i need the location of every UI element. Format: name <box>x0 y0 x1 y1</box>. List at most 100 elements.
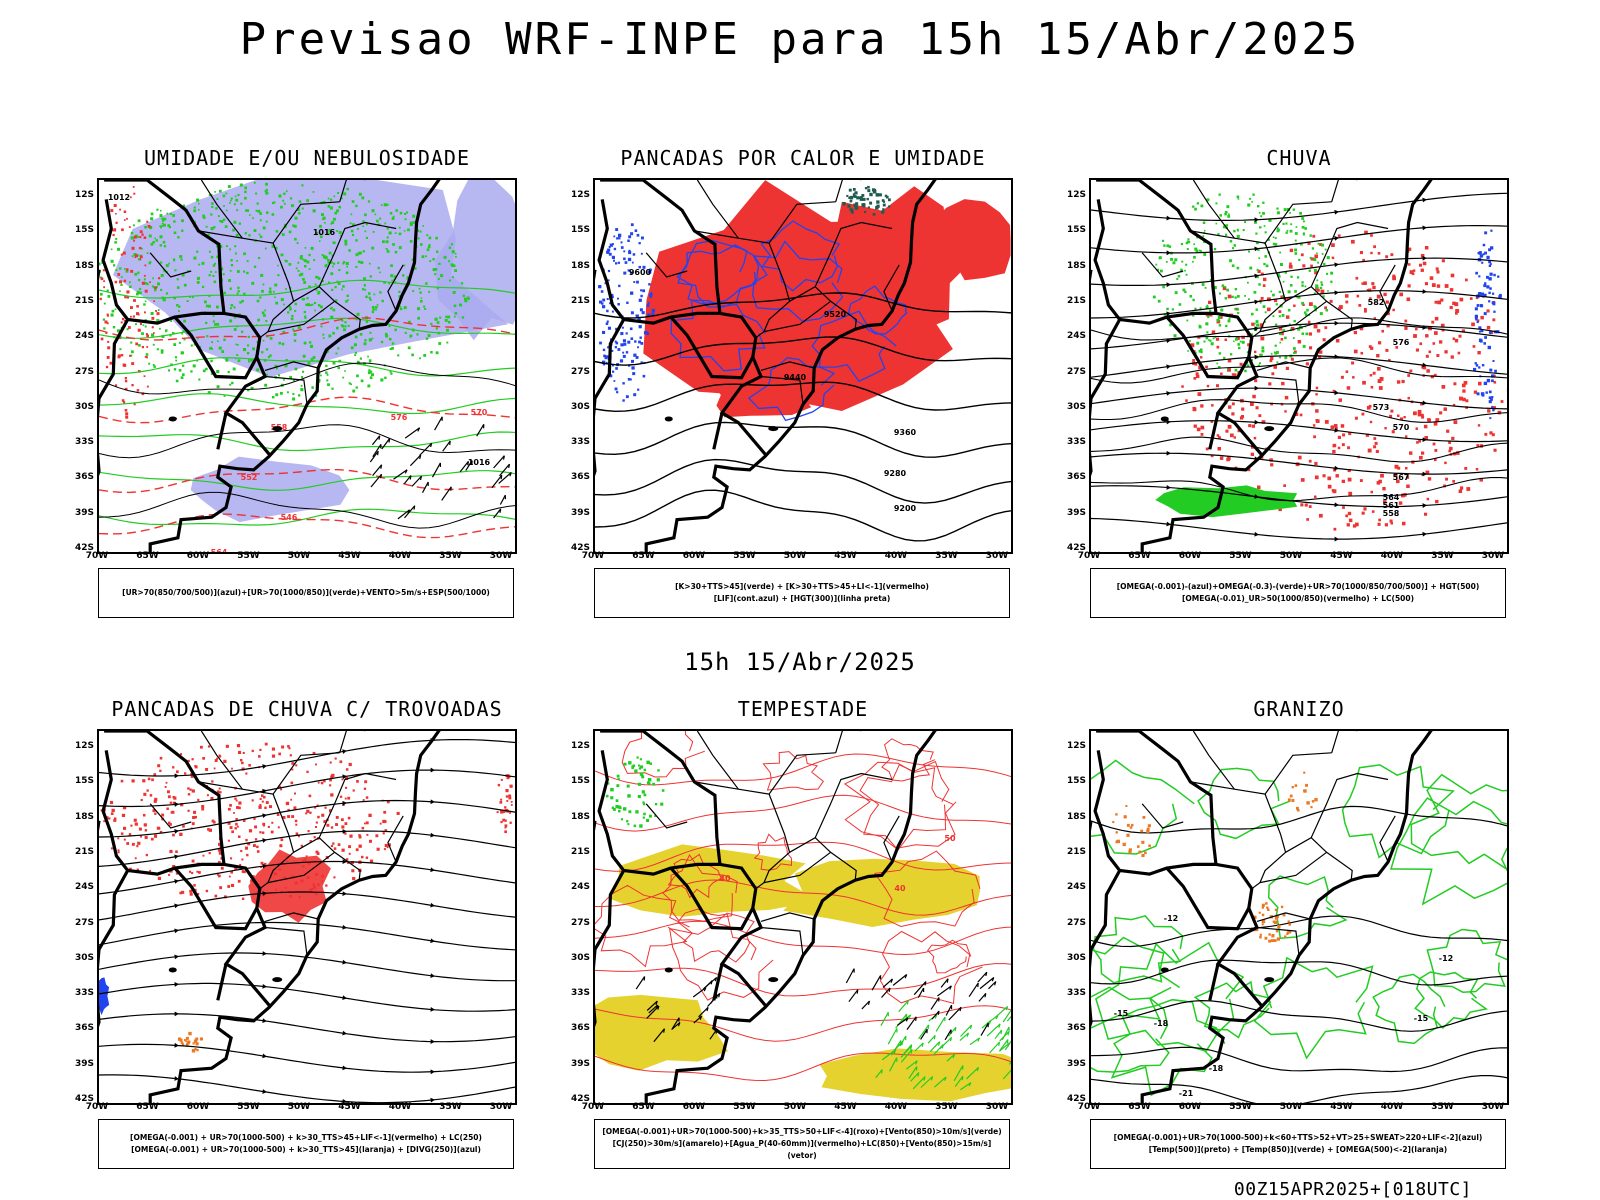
streamline <box>99 891 515 921</box>
streamline <box>1091 387 1507 410</box>
flow-arrow <box>430 902 435 908</box>
flow-arrow <box>1334 209 1339 215</box>
longitude-tick-label: 30W <box>1481 551 1505 561</box>
streamline <box>99 1074 515 1103</box>
country-border <box>1091 318 1122 477</box>
state-border <box>264 926 308 956</box>
latitude-tick-label: 18S <box>1066 811 1086 822</box>
country-border <box>712 963 724 1001</box>
state-border <box>645 803 688 829</box>
flow-arrow <box>1254 273 1259 279</box>
flow-arrow <box>1422 197 1427 203</box>
latitude-tick-label: 24S <box>1066 882 1086 893</box>
flow-arrow <box>1334 262 1339 268</box>
latitude-tick-label: 21S <box>570 846 590 857</box>
contour-label: 564 <box>1383 493 1400 502</box>
pressure-isobar <box>99 362 515 395</box>
page-subtitle: 15h 15/Abr/2025 <box>684 648 916 676</box>
longitude-tick-label: 35W <box>935 1102 958 1112</box>
longitude-tick-label: 60W <box>186 551 210 561</box>
mar-chiquita <box>664 416 673 422</box>
longitude-tick-label: 30W <box>985 551 1009 561</box>
temp500-contour <box>1091 959 1507 986</box>
latitude-tick-label: 12S <box>570 741 590 751</box>
latitude-tick-label: 39S <box>570 507 590 518</box>
contour-label: 576 <box>1393 338 1410 347</box>
jet-core-north <box>607 844 820 917</box>
rain-area-speckle <box>1181 230 1507 531</box>
latitude-tick-label: 24S <box>570 331 590 342</box>
state-border <box>387 264 404 312</box>
map-canvas <box>99 731 515 1103</box>
country-border <box>101 750 224 876</box>
state-border <box>789 772 893 853</box>
longitude-tick-label: 40W <box>884 551 908 561</box>
streamline-850 <box>595 753 1011 786</box>
flow-arrow <box>342 959 347 965</box>
panel-title: PANCADAS DE CHUVA C/ TROVOADAS <box>111 697 503 721</box>
flow-arrow <box>342 800 347 806</box>
state-border <box>267 851 335 884</box>
longitude-tick-label: 30W <box>985 1102 1009 1112</box>
flow-arrow <box>262 838 267 843</box>
flow-arrow <box>1334 536 1339 542</box>
forecast-map <box>97 729 517 1105</box>
streamline-850 <box>595 879 1011 916</box>
precipitable-water-contour <box>881 738 936 782</box>
state-border <box>318 837 361 881</box>
state-border <box>1379 815 1396 863</box>
precipitable-water-contour <box>874 850 981 928</box>
state-border <box>1251 242 1287 339</box>
latitude-tick-label: 39S <box>1066 1058 1086 1069</box>
flow-arrow <box>430 832 435 838</box>
state-border <box>1192 180 1235 239</box>
contour-label: 40 <box>894 884 906 893</box>
lifted-index-speckle-west <box>598 223 655 402</box>
legend-line: [CJ(250)>30m/s](amarelo)+[Agua_P(40-60mm… <box>612 1139 992 1160</box>
humidity-area-east <box>435 180 515 341</box>
longitude-tick-label: 35W <box>439 1102 462 1112</box>
streamline <box>1091 420 1507 443</box>
flow-arrow <box>174 1076 179 1081</box>
panel-legend: [OMEGA(-0.001)+UR>70(1000-500)+k>35_TTS>… <box>594 1119 1010 1169</box>
contour-label: 9600 <box>629 268 652 277</box>
mar-chiquita <box>168 416 177 422</box>
contour-label: 9360 <box>894 428 917 437</box>
lagoa-dos-patos <box>272 977 283 983</box>
east-coastline <box>1140 731 1433 1103</box>
longitude-tick-label: 50W <box>1279 551 1303 561</box>
state-border <box>1256 361 1311 371</box>
streamline <box>99 1043 515 1073</box>
latitude-tick-label: 24S <box>1066 331 1086 342</box>
lagoa-dos-patos <box>272 426 283 432</box>
temp850-contour <box>1389 797 1507 906</box>
geopotential-contour <box>595 458 1011 504</box>
flow-arrow <box>262 891 267 896</box>
panel-legend: [K>30+TTS>45](verde) + [K>30+TTS>45+LI<-… <box>594 568 1010 618</box>
latitude-tick-label: 12S <box>74 190 94 200</box>
latitude-tick-label: 15S <box>74 225 94 236</box>
state-border <box>1331 180 1358 202</box>
flow-arrow <box>1254 419 1259 425</box>
mar-chiquita <box>664 967 673 973</box>
latitude-tick-label: 36S <box>570 1023 590 1034</box>
longitude-tick-label: 60W <box>186 1102 210 1112</box>
country-border <box>99 318 130 477</box>
latitude-tick-label: 18S <box>570 260 590 271</box>
state-border <box>789 221 893 302</box>
flow-arrow <box>1254 217 1259 223</box>
precipitable-water-contour <box>843 760 957 849</box>
latitude-tick-label: 12S <box>74 741 94 751</box>
longitude-tick-label: 45W <box>338 551 361 561</box>
flow-arrow <box>174 879 179 884</box>
state-border <box>1259 300 1327 333</box>
longitude-tick-label: 50W <box>287 551 311 561</box>
flow-arrow <box>430 973 435 979</box>
run-timestamp: 00Z15APR2025+[018UTC] <box>1233 1179 1472 1200</box>
state-border <box>259 242 295 339</box>
country-border <box>1165 316 1251 380</box>
contour-label: 9520 <box>824 310 847 319</box>
forecast-map: 40 40 50 <box>593 729 1013 1105</box>
precipitable-water-contour <box>621 731 705 778</box>
flow-arrow <box>174 802 179 807</box>
